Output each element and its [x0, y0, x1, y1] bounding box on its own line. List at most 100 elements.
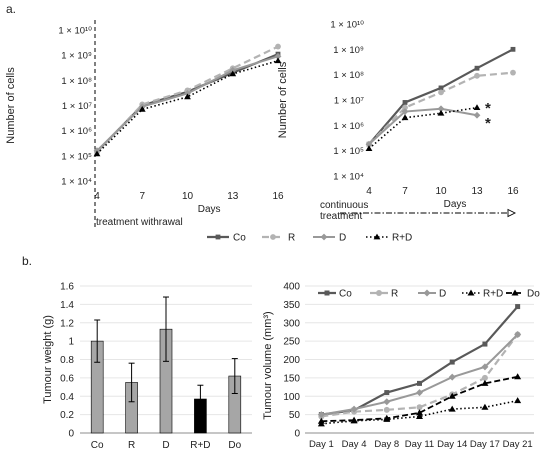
y-tick-label: 1 × 10⁵	[333, 146, 364, 157]
data-point-rplusd	[184, 93, 191, 100]
y-tick-label: 1.4	[60, 300, 74, 311]
data-point-rplusd	[138, 105, 146, 112]
y-tick-label: 1 × 10⁵	[61, 151, 92, 162]
series-line-co	[96, 53, 279, 153]
treatment-arrow-head	[507, 208, 517, 218]
y-tick-label: 0.6	[60, 373, 74, 384]
x-tick-label: 13	[471, 186, 483, 197]
data-point-rplusd	[229, 70, 237, 77]
legend-marker-co	[324, 290, 330, 296]
data-point-d	[481, 363, 489, 371]
y-tick-label: 1 × 10⁷	[334, 96, 365, 107]
legend: Co R D R+D Do	[318, 289, 540, 300]
data-point-d	[437, 105, 445, 113]
data-point-rplusd	[365, 145, 373, 152]
x-tick-label: 7	[139, 191, 145, 202]
series-line-r	[96, 45, 279, 153]
y-tick-label: 1.6	[60, 282, 74, 293]
legend-marker-do	[511, 289, 519, 296]
y-tick-label: 0	[68, 429, 74, 440]
annotation-treatment: treatment	[320, 211, 362, 222]
x-tick-label: 4	[366, 186, 372, 197]
y-tick-label: 1 × 10⁷	[62, 101, 93, 112]
legend-marker-d	[320, 233, 328, 241]
y-tick-label: 400	[283, 282, 300, 293]
data-point-r	[416, 404, 423, 411]
series-line-r	[321, 333, 519, 418]
x-tick-label: Co	[91, 440, 104, 451]
legend-label-do: Do	[527, 289, 540, 300]
x-tick-label: 16	[272, 191, 284, 202]
x-tick-label: R+D	[190, 440, 210, 451]
data-point-r	[275, 43, 281, 50]
series-line-d	[96, 55, 279, 152]
y-tick-label: 1 × 10⁸	[61, 76, 92, 87]
data-point-rplusd	[473, 104, 481, 111]
data-point-do	[416, 409, 423, 416]
legend-marker-co	[215, 234, 221, 240]
x-tick-label: 16	[507, 186, 519, 197]
y-tick-label: 1 × 10⁶	[61, 126, 92, 137]
data-point-d	[317, 411, 325, 419]
data-point-do	[317, 417, 325, 424]
series-line-rplusd	[96, 59, 279, 155]
data-point-rplusd	[93, 150, 101, 157]
data-point-co	[417, 380, 422, 386]
y-tick-label: 1 × 10⁴	[333, 172, 364, 183]
annotation-continuous: continuous	[320, 200, 368, 211]
x-tick-label: 4	[94, 191, 100, 202]
data-point-rplusd	[514, 397, 522, 404]
data-point-co	[474, 65, 480, 71]
data-point-r	[474, 72, 480, 79]
y-tick-label: 300	[283, 318, 300, 329]
data-point-co	[402, 100, 408, 105]
legend-label-co: Co	[339, 289, 352, 300]
series-line-d	[321, 333, 519, 416]
y-axis-label: Number of cells	[277, 61, 289, 138]
data-point-r	[402, 104, 408, 111]
y-tick-label: 1 × 10⁸	[333, 70, 364, 81]
data-point-r	[510, 69, 516, 76]
series-line-d	[368, 107, 478, 145]
y-tick-label: 1 × 10⁹	[333, 45, 364, 56]
y-tick-label: 50	[289, 410, 301, 421]
data-point-d	[365, 140, 373, 148]
data-point-r	[438, 89, 444, 96]
data-point-do	[514, 373, 522, 380]
chart-b-continuous-treatment: 1 × 10⁴ 1 × 10⁵ 1 × 10⁶ 1 × 10⁷ 1 × 10⁸ 1 × 1…	[277, 20, 519, 223]
data-point-d	[416, 389, 423, 397]
annotation-treatment-withdrawal: treatment withrawal	[96, 217, 183, 228]
y-tick-label: 250	[283, 337, 300, 348]
data-point-rplusd	[448, 405, 456, 412]
y-tick-label: 0.8	[60, 355, 74, 366]
x-tick-label: Day 11	[405, 439, 434, 450]
legend-label-d: D	[339, 233, 346, 244]
x-tick-label: Day 8	[374, 439, 399, 450]
x-axis-label: Days	[444, 199, 467, 210]
legend-label-co: Co	[233, 233, 246, 244]
y-tick-label: 150	[283, 373, 300, 384]
data-point-d	[383, 398, 391, 406]
y-axis-label: Number of cells	[5, 67, 17, 144]
data-point-d	[229, 66, 237, 74]
legend-label-rplusd: R+D	[483, 289, 503, 300]
chart-c-tumour-weight: 0 0.2 0.4 0.6 0.8 1 1.2 1.4 1.6 Tumour weight (g)…	[42, 282, 252, 451]
data-point-d	[448, 373, 456, 381]
legend-marker-r	[270, 234, 276, 240]
legend-marker-r	[376, 290, 382, 296]
legend-marker-rplusd	[373, 233, 381, 240]
data-point-do	[350, 416, 358, 423]
y-tick-label: 200	[283, 355, 300, 366]
legend-marker-rplusd	[467, 289, 475, 296]
y-tick-label: 1 × 10¹⁰	[330, 20, 364, 31]
y-tick-label: 0	[294, 429, 300, 440]
y-tick-label: 1 × 10¹⁰	[58, 26, 92, 37]
x-tick-label: 10	[435, 186, 447, 197]
y-tick-label: 0.2	[60, 410, 74, 421]
y-tick-label: 350	[283, 300, 300, 311]
x-tick-label: Day 14	[437, 439, 467, 450]
data-point-do	[383, 414, 391, 421]
legend: Co R D R+D	[207, 233, 412, 244]
data-point-rplusd	[416, 412, 423, 419]
